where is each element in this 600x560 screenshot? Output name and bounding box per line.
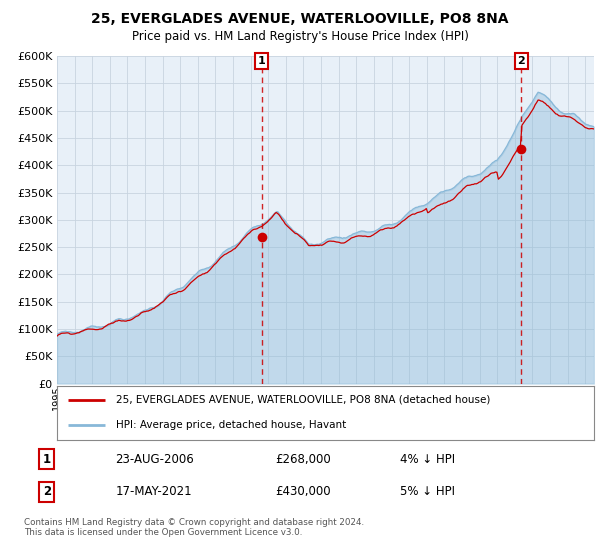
Text: 1: 1 [258,56,266,66]
Text: 1: 1 [43,453,51,466]
Text: 17-MAY-2021: 17-MAY-2021 [115,485,192,498]
Text: 4% ↓ HPI: 4% ↓ HPI [400,453,455,466]
Text: 2: 2 [517,56,525,66]
Text: Contains HM Land Registry data © Crown copyright and database right 2024.
This d: Contains HM Land Registry data © Crown c… [24,518,364,538]
Text: 2: 2 [43,485,51,498]
Text: Price paid vs. HM Land Registry's House Price Index (HPI): Price paid vs. HM Land Registry's House … [131,30,469,43]
Text: 5% ↓ HPI: 5% ↓ HPI [400,485,455,498]
Text: 25, EVERGLADES AVENUE, WATERLOOVILLE, PO8 8NA: 25, EVERGLADES AVENUE, WATERLOOVILLE, PO… [91,12,509,26]
Text: 23-AUG-2006: 23-AUG-2006 [115,453,194,466]
Text: £268,000: £268,000 [275,453,331,466]
Text: 25, EVERGLADES AVENUE, WATERLOOVILLE, PO8 8NA (detached house): 25, EVERGLADES AVENUE, WATERLOOVILLE, PO… [116,395,490,405]
Text: £430,000: £430,000 [275,485,331,498]
Text: HPI: Average price, detached house, Havant: HPI: Average price, detached house, Hava… [116,419,346,430]
